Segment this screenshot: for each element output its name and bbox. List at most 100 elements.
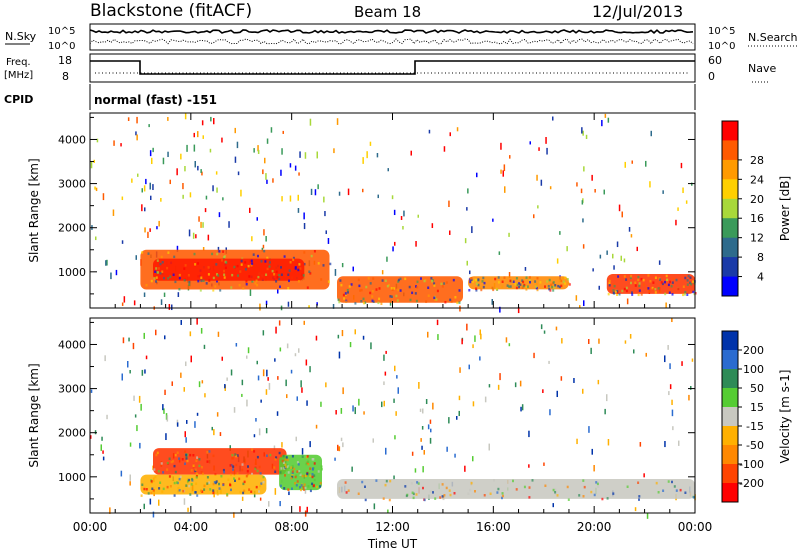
scatter-speck	[141, 369, 144, 376]
colorbar-segment	[722, 350, 738, 370]
scatter-speck	[257, 145, 259, 152]
x-tick-label: 12:00	[375, 520, 410, 534]
echo-speck	[268, 265, 271, 268]
echo-speck	[246, 470, 249, 473]
colorbar-tick-label: 200	[743, 344, 764, 357]
echo-speck	[372, 300, 375, 303]
scatter-speck	[267, 377, 269, 381]
echo-speck	[322, 264, 325, 267]
echo-speck	[475, 289, 478, 292]
echo-speck	[647, 287, 650, 290]
scatter-speck	[136, 134, 138, 141]
echo-speck	[169, 275, 172, 278]
scatter-speck	[100, 444, 102, 451]
scatter-speck	[180, 153, 182, 160]
scatter-speck	[347, 188, 350, 196]
scatter-speck	[327, 238, 330, 244]
scatter-speck	[143, 332, 145, 339]
scatter-speck	[207, 234, 210, 241]
scatter-speck	[324, 211, 326, 217]
echo-speck	[422, 486, 424, 490]
echo-speck	[240, 263, 243, 266]
echo-speck	[386, 284, 389, 288]
scatter-speck	[639, 442, 642, 447]
echo-speck	[279, 285, 281, 288]
echo-speck	[255, 485, 258, 489]
echo-speck	[284, 474, 286, 477]
echo-speck	[642, 278, 645, 282]
scatter-speck	[158, 499, 160, 506]
echo-speck	[152, 489, 155, 492]
scatter-speck	[184, 431, 186, 438]
echo-speck	[216, 273, 218, 276]
echo-speck	[682, 293, 684, 297]
echo-speck	[240, 259, 243, 263]
scatter-speck	[176, 245, 179, 252]
scatter-speck	[196, 318, 198, 325]
echo-speck	[278, 451, 281, 455]
echo-speck	[157, 470, 160, 473]
echo-speck	[679, 488, 682, 492]
echo-speck	[184, 450, 187, 453]
echo-speck	[173, 255, 176, 259]
echo-speck	[237, 274, 239, 277]
echo-speck	[596, 482, 599, 486]
echo-speck	[189, 453, 192, 457]
scatter-speck	[583, 300, 585, 307]
scatter-speck	[164, 335, 166, 340]
echo-speck	[365, 285, 368, 289]
scatter-speck	[340, 437, 343, 442]
scatter-speck	[278, 320, 281, 326]
echo-speck	[278, 277, 281, 281]
echo-speck	[178, 273, 181, 277]
echo-speck	[582, 479, 585, 482]
echo-speck	[469, 280, 472, 284]
scatter-speck	[309, 441, 311, 448]
echo-speck	[279, 471, 282, 474]
colorbar-tick-label: 100	[743, 363, 764, 376]
echo-speck	[482, 276, 485, 280]
echo-speck	[200, 471, 203, 474]
colorbar-tick-label: 15	[750, 401, 764, 414]
scatter-speck	[669, 363, 671, 370]
echo-speck	[189, 493, 192, 496]
scatter-speck	[415, 241, 417, 247]
echo-speck	[300, 484, 303, 487]
echo-speck	[215, 480, 218, 483]
y-tick-label: 3000	[58, 178, 86, 191]
echo-speck	[178, 477, 181, 481]
colorbar-segment	[722, 407, 738, 427]
echo-speck	[265, 454, 268, 457]
echo-speck	[436, 289, 439, 293]
scatter-speck	[488, 384, 491, 388]
nave-tick-bottom: 0	[708, 70, 715, 83]
echo-speck	[258, 490, 260, 493]
echo-speck	[222, 468, 225, 472]
echo-speck	[390, 287, 393, 290]
scatter-speck	[294, 353, 297, 357]
echo-speck	[626, 485, 629, 488]
echo-speck	[178, 276, 181, 280]
echo-speck	[303, 262, 306, 266]
scatter-speck	[279, 347, 282, 352]
scatter-speck	[576, 182, 578, 187]
echo-speck	[313, 474, 316, 477]
echo-speck	[179, 475, 182, 479]
y-tick-label: 4000	[58, 338, 86, 351]
scatter-speck	[261, 247, 264, 252]
colorbar-segment	[722, 369, 738, 389]
scatter-speck	[162, 157, 165, 165]
scatter-speck	[504, 186, 506, 193]
echo-speck	[496, 491, 499, 494]
scatter-speck	[94, 186, 96, 190]
echo-speck	[671, 281, 674, 284]
echo-speck	[298, 263, 301, 266]
scatter-speck	[281, 196, 283, 202]
echo-speck	[492, 288, 495, 292]
scatter-speck	[234, 156, 237, 163]
scatter-speck	[306, 506, 308, 513]
echo-speck	[638, 498, 640, 501]
scatter-speck	[115, 269, 118, 276]
echo-speck	[616, 289, 619, 293]
echo-speck	[284, 463, 287, 466]
